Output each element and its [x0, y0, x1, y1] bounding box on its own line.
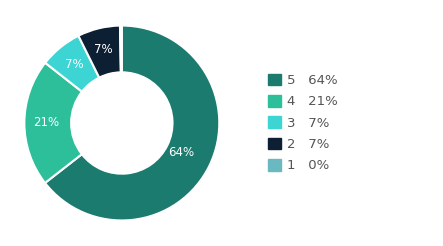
Wedge shape — [45, 36, 99, 92]
Text: 64%: 64% — [168, 146, 194, 159]
Text: 7%: 7% — [65, 58, 83, 71]
Text: 21%: 21% — [33, 116, 59, 129]
Wedge shape — [78, 26, 121, 78]
Legend: 5   64%, 4   21%, 3   7%, 2   7%, 1   0%: 5 64%, 4 21%, 3 7%, 2 7%, 1 0% — [262, 68, 343, 178]
Wedge shape — [24, 63, 82, 183]
Text: 7%: 7% — [94, 43, 113, 56]
Wedge shape — [45, 26, 219, 220]
Wedge shape — [120, 26, 122, 72]
